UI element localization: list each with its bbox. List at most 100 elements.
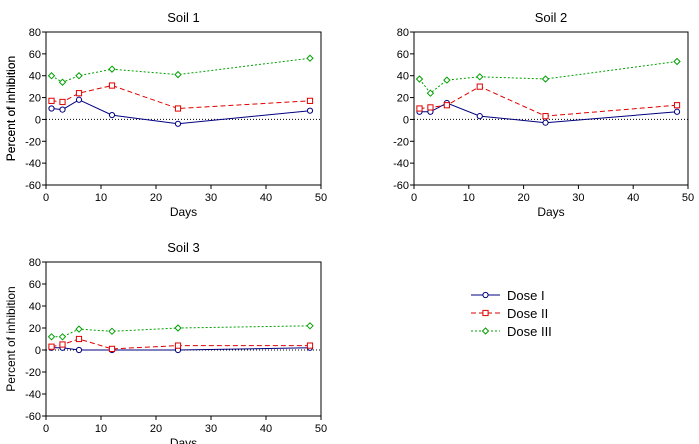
y-tick-label: 60 — [397, 49, 409, 61]
data-point — [542, 119, 549, 126]
x-tick-label: 40 — [627, 192, 639, 204]
x-tick-label: 0 — [411, 192, 417, 204]
data-point — [174, 120, 182, 127]
data-point — [306, 54, 314, 62]
x-tick-label: 10 — [463, 192, 475, 204]
data-point — [58, 333, 67, 341]
series-dose-iii — [47, 54, 314, 86]
data-point — [416, 105, 423, 112]
x-tick-label: 20 — [150, 423, 162, 435]
data-point — [75, 72, 83, 80]
data-point — [476, 113, 483, 120]
data-point — [443, 76, 451, 84]
data-point — [75, 335, 83, 343]
data-point — [59, 341, 66, 348]
y-tick-label: -20 — [393, 136, 409, 148]
chart-title: Soil 3 — [167, 240, 200, 255]
series-dose-iii — [415, 57, 681, 97]
y-tick-label: 20 — [29, 323, 41, 335]
y-tick-label: 40 — [397, 71, 409, 83]
data-point — [673, 108, 681, 115]
x-tick-label: 40 — [260, 192, 272, 204]
data-point — [476, 73, 484, 81]
y-tick-label: -40 — [393, 158, 409, 170]
y-tick-label: -20 — [25, 136, 41, 148]
y-tick-label: 0 — [35, 114, 41, 126]
chart-panel-1: Soil 1 -60 -40 -20 0 20 40 60 80 0 10 20 30 40 50 Days P… — [4, 10, 327, 219]
data-point — [75, 346, 83, 354]
data-point — [673, 57, 681, 66]
x-tick-label: 50 — [315, 192, 327, 204]
y-tick-label: 80 — [397, 27, 409, 39]
data-point — [48, 105, 55, 112]
data-point — [174, 324, 182, 332]
x-tick-label: 30 — [572, 192, 584, 204]
x-axis-label: Days — [170, 205, 197, 219]
data-point — [75, 325, 83, 333]
legend-label: Dose III — [507, 324, 552, 339]
y-tick-label: -60 — [25, 411, 41, 423]
y-tick-label: -40 — [25, 389, 41, 401]
data-point — [306, 97, 314, 104]
y-tick-label: 20 — [397, 93, 409, 105]
chart-panel-2: Soil 2 -60 -40 -20 0 20 40 60 80 0 10 20 30 40 50 Days P… — [4, 10, 694, 219]
data-point — [108, 111, 116, 119]
data-point — [75, 96, 83, 103]
y-tick-label: 20 — [29, 93, 41, 105]
data-point — [75, 90, 83, 97]
data-point — [174, 342, 182, 349]
y-tick-label: 60 — [29, 279, 41, 291]
x-tick-label: 30 — [205, 192, 217, 204]
y-tick-label: -60 — [393, 180, 409, 192]
data-point — [306, 322, 314, 330]
series-dose-i — [416, 99, 681, 126]
data-point — [108, 82, 116, 89]
legend: Dose I Dose II Dose III — [471, 288, 552, 339]
y-tick-label: 40 — [29, 301, 41, 313]
data-point — [108, 345, 116, 352]
plot-frame — [413, 31, 689, 186]
x-tick-label: 30 — [205, 423, 217, 435]
data-point — [47, 72, 56, 80]
series-line — [419, 102, 678, 124]
series-line — [419, 61, 678, 94]
y-tick-label: 80 — [29, 27, 41, 39]
legend-label: Dose I — [507, 288, 545, 303]
chart-title: Soil 1 — [167, 10, 200, 25]
data-point — [48, 97, 55, 104]
series-dose-ii — [48, 82, 314, 112]
y-tick-label: 0 — [35, 345, 41, 357]
data-point — [415, 75, 424, 83]
y-axis-label: Percent of inhibition — [4, 56, 18, 161]
y-tick-label: -40 — [25, 158, 41, 170]
series-line — [51, 57, 311, 83]
x-tick-label: 20 — [517, 192, 529, 204]
data-point — [108, 327, 116, 336]
y-tick-label: -20 — [25, 367, 41, 379]
data-point — [426, 89, 435, 97]
y-tick-label: -60 — [25, 180, 41, 192]
y-tick-label: 80 — [29, 257, 41, 269]
data-point — [108, 65, 116, 73]
y-tick-label: 0 — [403, 114, 409, 126]
series-line — [419, 86, 678, 117]
x-tick-label: 40 — [260, 423, 272, 435]
data-point — [48, 343, 55, 350]
data-point — [59, 106, 66, 113]
y-axis-label: Percent of inhibition — [4, 286, 18, 391]
series-dose-ii — [416, 83, 681, 120]
data-point — [443, 102, 450, 109]
data-point — [306, 342, 314, 349]
x-tick-label: 50 — [315, 423, 327, 435]
legend-marker — [482, 291, 489, 299]
legend-marker — [481, 327, 490, 335]
series-dose-ii — [48, 335, 314, 352]
x-axis-label: Days — [537, 205, 564, 219]
data-point — [541, 75, 550, 83]
x-tick-label: 0 — [43, 192, 49, 204]
x-tick-label: 50 — [682, 192, 694, 204]
legend-label: Dose II — [507, 306, 548, 321]
x-tick-label: 0 — [43, 423, 49, 435]
